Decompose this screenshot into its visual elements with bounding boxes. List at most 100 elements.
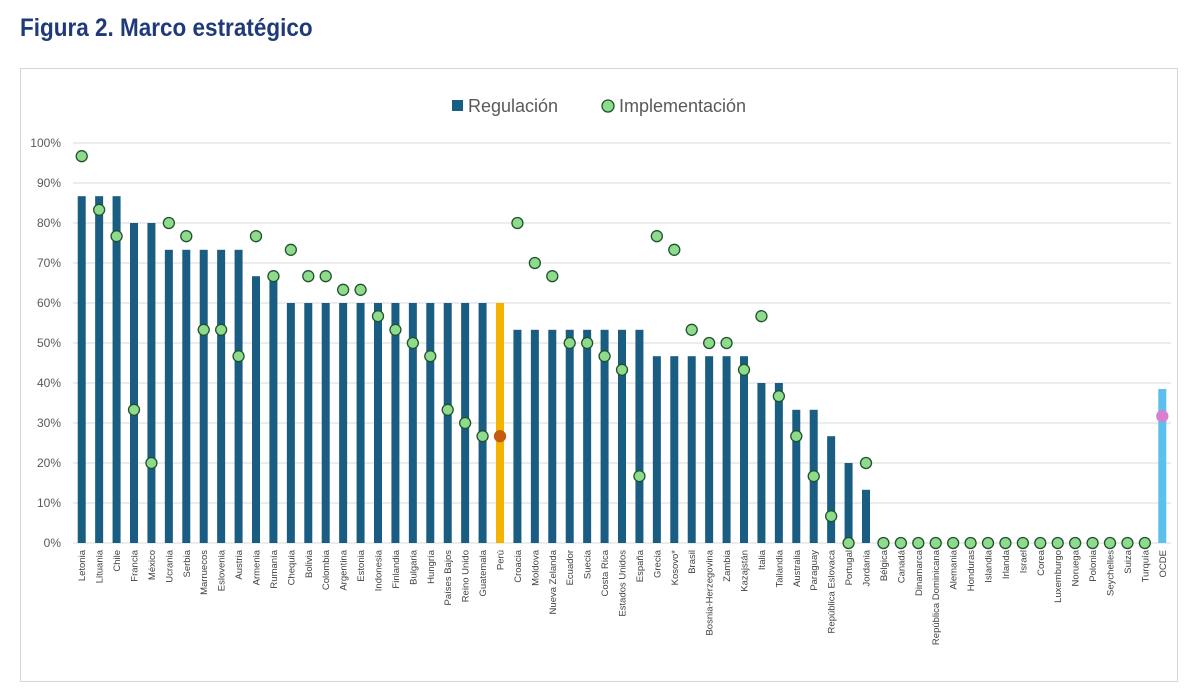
dot-implementacion (737, 363, 751, 376)
bar-regulacion (374, 303, 382, 543)
dot-implementacion (1103, 536, 1117, 550)
x-category-label: Austria (234, 549, 245, 579)
bar-regulacion (95, 196, 104, 543)
bar-regulacion (600, 329, 609, 543)
x-category-label: Zambia (722, 549, 733, 581)
bar-regulacion (147, 223, 156, 543)
x-category-label: Lituania (95, 549, 106, 583)
x-category-label: Canadá (896, 549, 907, 583)
bar-regulacion (565, 329, 574, 543)
bar-regulacion (827, 436, 836, 543)
dot-implementacion (1016, 536, 1030, 550)
x-category-label: Eslovenia (217, 549, 228, 591)
bar-regulacion (217, 249, 226, 544)
x-category-label: Países Bajos (443, 550, 454, 606)
x-category-label: Grecia (652, 549, 663, 578)
dot-implementacion (336, 283, 350, 296)
dot-implementacion (981, 536, 995, 550)
dot-implementacion (1138, 536, 1152, 550)
dot-implementacion (842, 536, 855, 550)
bar-regulacion (722, 356, 731, 543)
dot-implementacion (772, 390, 786, 403)
bar-regulacion (356, 303, 365, 543)
x-category-label: Chile (112, 550, 123, 572)
x-category-label: Colombia (321, 549, 332, 590)
bar-regulacion (618, 329, 626, 543)
bar-regulacion (426, 303, 435, 543)
bar-regulacion (583, 329, 592, 543)
bar-regulacion (443, 303, 452, 543)
dot-implementacion (162, 216, 176, 230)
dot-implementacion (650, 230, 664, 243)
dot-implementacion (546, 270, 559, 283)
x-category-label: Turquía (1140, 549, 1151, 582)
y-tick-label: 10% (37, 496, 61, 510)
dot-implementacion (633, 470, 646, 483)
bar-regulacion (130, 223, 138, 543)
bar-regulacion (408, 303, 417, 543)
dot-implementacion (615, 363, 629, 376)
dot-implementacion (284, 243, 298, 256)
y-tick-label: 100% (30, 136, 61, 150)
x-category-label: Moldova (530, 549, 541, 586)
bar-regulacion (757, 383, 766, 543)
dot-implementacion (249, 230, 263, 243)
x-category-label: Serbia (182, 549, 193, 577)
x-category-label: Suecia (583, 549, 594, 579)
dot-implementacion (354, 283, 367, 296)
dot-implementacion (790, 430, 803, 443)
dot-implementacion (511, 216, 524, 230)
dot-implementacion (1051, 536, 1064, 550)
dot-implementacion (598, 350, 611, 363)
dot-implementacion (406, 336, 420, 350)
x-category-label: Portugal (844, 550, 855, 585)
bar-regulacion (77, 196, 86, 543)
x-category-label: Chequia (286, 549, 297, 585)
bar-regulacion (862, 489, 870, 543)
bar-regulacion (339, 303, 348, 543)
x-category-label: Polonia (1088, 549, 1099, 581)
dot-implementacion (424, 350, 437, 363)
dot-implementacion (127, 403, 141, 416)
x-category-label: Bolivia (304, 549, 315, 578)
dot-implementacion (807, 470, 820, 483)
legend-swatch-regulacion (452, 100, 463, 111)
figure-title: Figura 2. Marco estratégico (20, 14, 313, 42)
dot-implementacion (441, 403, 454, 416)
bar-regulacion (740, 356, 748, 543)
y-tick-label: 90% (37, 176, 61, 190)
y-tick-label: 30% (37, 416, 61, 430)
x-category-label: Reino Unido (461, 550, 472, 602)
legend-label-implementacion: Implementación (619, 96, 746, 116)
dot-implementacion (75, 150, 88, 163)
dot-implementacion (110, 230, 123, 243)
x-category-label: Bélgica (879, 549, 890, 581)
x-category-label: Islandia (984, 549, 995, 582)
x-category-label: Seychelles (1106, 550, 1117, 596)
x-category-label: Israel (1018, 550, 1029, 573)
dot-implementacion (929, 536, 942, 550)
x-category-label: Perú (496, 550, 507, 570)
legend-label-regulacion: Regulación (468, 96, 558, 116)
x-category-label: Irlanda (1001, 549, 1012, 579)
dot-implementacion (267, 270, 280, 283)
bar-regulacion (513, 329, 522, 543)
bar-regulacion (286, 303, 295, 543)
dot-implementacion (214, 323, 228, 336)
dot-implementacion (92, 203, 106, 216)
dot-implementacion (563, 336, 576, 350)
bar-regulacion (391, 303, 400, 543)
bar-regulacion (635, 329, 644, 543)
dot-implementacion (145, 456, 158, 470)
dot-implementacion (302, 270, 315, 283)
x-category-label: Ecuador (565, 550, 576, 585)
y-tick-label: 70% (37, 256, 61, 270)
bar-regulacion (478, 303, 487, 543)
legend-marker-implementacion (601, 99, 615, 113)
dot-implementacion (668, 243, 681, 256)
chart-frame: Regulación Implementación 0% 10% 20% 30% 40%… (20, 68, 1178, 682)
dot-implementacion (824, 510, 838, 523)
dot-implementacion (580, 336, 594, 350)
x-category-label: República Eslovaca (827, 549, 838, 633)
x-category-label: Suiza (1123, 549, 1134, 573)
